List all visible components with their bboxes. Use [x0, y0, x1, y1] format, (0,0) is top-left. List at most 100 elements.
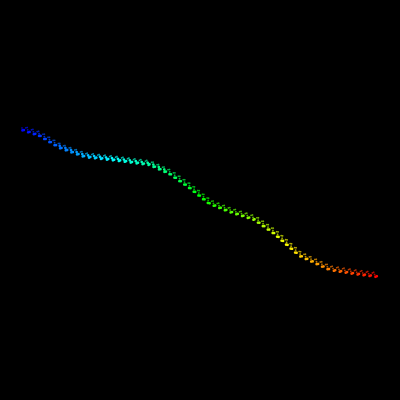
helix-segment — [290, 242, 293, 245]
helix-segment — [81, 152, 84, 156]
helix-segment — [228, 206, 231, 209]
helix-segment — [313, 258, 316, 261]
helix-segment — [319, 261, 322, 263]
helix-segment — [198, 194, 202, 197]
helix-segment — [343, 267, 345, 270]
helix-segment — [21, 127, 23, 129]
helix-segment — [43, 135, 46, 138]
helix-segment — [48, 138, 51, 141]
helix-segment — [77, 152, 80, 156]
helix-segment — [260, 220, 263, 223]
helix-segment — [252, 216, 254, 219]
helix-segment — [327, 267, 331, 271]
helix-segment — [124, 159, 128, 163]
helix-segment — [177, 175, 180, 178]
helix-segment — [304, 253, 307, 256]
helix-segment — [182, 178, 185, 181]
helix-segment — [68, 147, 71, 149]
helix-segment — [265, 223, 268, 226]
helix-segment — [193, 186, 196, 188]
helix-segment — [333, 268, 337, 272]
helix-segment — [281, 235, 284, 237]
helix-segment — [24, 127, 27, 129]
helix-segment — [152, 161, 154, 163]
helix-segment — [203, 198, 206, 201]
helix-segment — [26, 126, 29, 129]
helix-segment — [44, 137, 47, 141]
helix-segment — [256, 216, 258, 219]
helix-segment — [247, 216, 251, 219]
helix-segment — [148, 162, 151, 166]
helix-segment — [286, 238, 288, 241]
helix-segment — [281, 239, 285, 243]
helix-segment — [98, 155, 102, 159]
helix-segment — [169, 172, 173, 176]
helix-segment — [219, 206, 223, 209]
helix-segment — [48, 136, 51, 139]
helix-segment — [202, 193, 205, 196]
helix-segment — [64, 144, 66, 147]
helix-segment — [142, 162, 146, 165]
helix-segment — [345, 270, 349, 274]
helix-segment — [372, 271, 375, 274]
helix-segment — [116, 157, 120, 161]
helix-segment — [246, 214, 249, 217]
helix-segment — [79, 151, 82, 153]
helix-segment — [53, 141, 56, 144]
helix-segment — [184, 183, 188, 186]
helix-segment — [289, 242, 292, 245]
helix-segment — [244, 212, 247, 215]
helix-segment — [26, 129, 29, 131]
helix-segment — [86, 154, 90, 157]
helix-segment — [106, 157, 110, 161]
helix-segment — [213, 204, 217, 207]
helix-segment — [316, 262, 320, 266]
helix-segment — [321, 263, 323, 266]
helix-segment — [52, 139, 55, 142]
helix-segment — [367, 272, 370, 275]
helix-segment — [57, 142, 60, 145]
helix-segment — [178, 175, 181, 178]
helix-segment — [272, 229, 274, 232]
helix-segment — [310, 258, 312, 261]
helix-segment — [284, 238, 287, 241]
helix-segment — [73, 149, 76, 151]
helix-segment — [221, 204, 224, 207]
helix-segment — [86, 152, 89, 155]
helix-segment — [223, 206, 226, 209]
helix-segment — [110, 154, 112, 157]
helix-segment — [58, 144, 62, 148]
helix-segment — [116, 155, 118, 158]
helix-segment — [298, 250, 301, 253]
helix-segment — [167, 168, 169, 171]
helix-segment — [139, 158, 142, 161]
helix-segment — [366, 270, 369, 273]
helix-segment — [218, 204, 220, 207]
helix-segment — [309, 255, 312, 258]
helix-segment — [183, 181, 186, 184]
helix-segment — [65, 148, 69, 152]
helix-segment — [331, 265, 334, 268]
helix-segment — [363, 273, 367, 276]
helix-segment — [277, 235, 280, 239]
helix-segment — [303, 253, 305, 256]
helix-segment — [58, 142, 61, 145]
helix-segment — [82, 154, 86, 158]
helix-segment — [53, 139, 56, 142]
helix-segment — [100, 156, 104, 160]
helix-segment — [258, 221, 261, 224]
helix-segment — [196, 189, 199, 192]
helix-segment — [178, 177, 181, 180]
helix-segment — [355, 271, 358, 274]
helix-segment — [267, 223, 270, 226]
helix-segment — [197, 192, 200, 194]
helix-segment — [322, 265, 325, 268]
helix-segment — [69, 148, 73, 152]
helix-segment — [295, 251, 298, 255]
helix-segment — [127, 157, 130, 159]
helix-segment — [251, 214, 254, 216]
helix-segment — [337, 266, 339, 269]
helix-segment — [193, 188, 196, 191]
helix-segment — [280, 234, 283, 237]
